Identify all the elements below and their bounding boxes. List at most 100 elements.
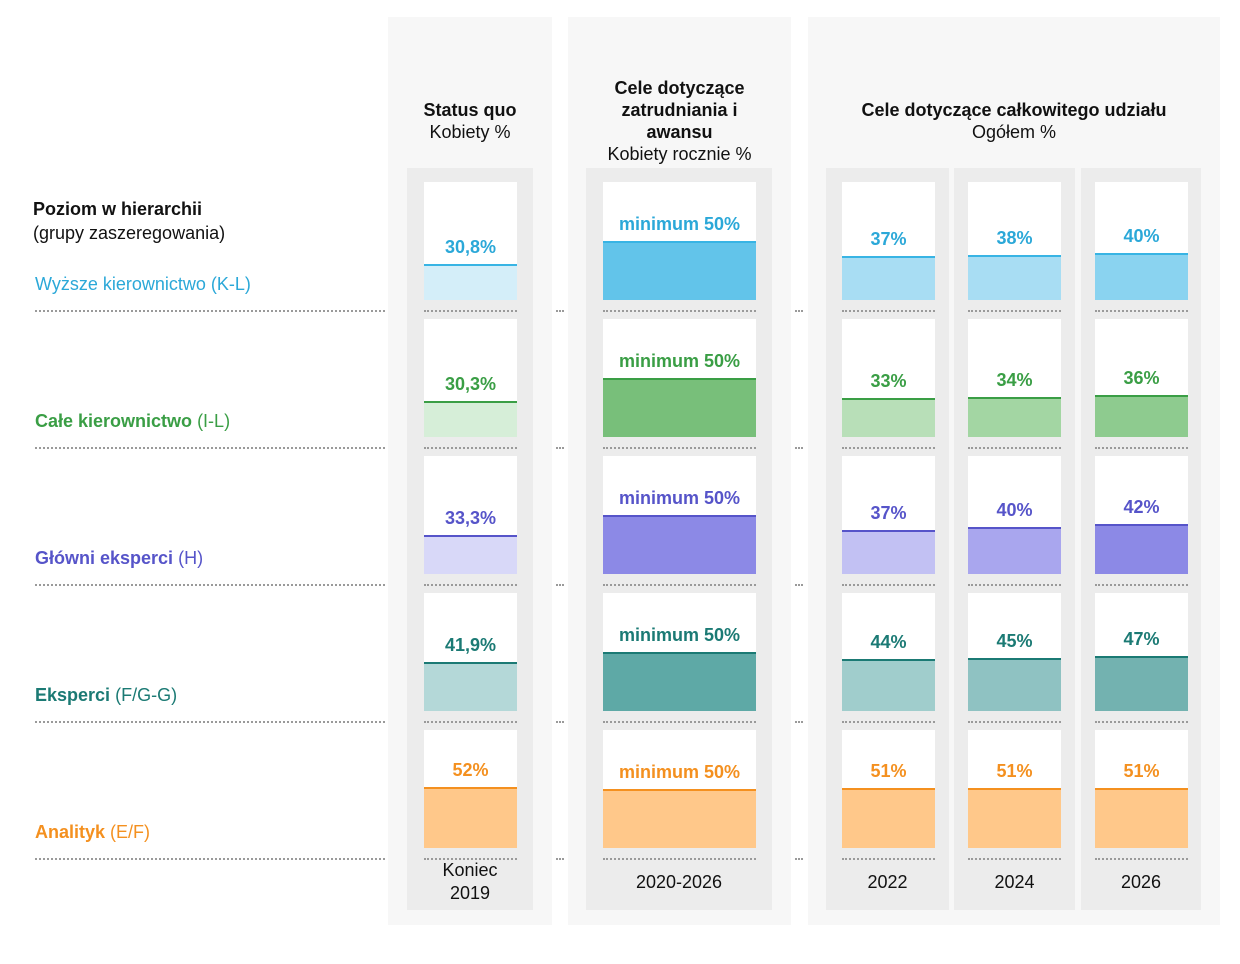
bar-line-2-0-3 (842, 659, 935, 661)
group-header-0: Status quo Kobiety % (388, 99, 552, 143)
bar-fill-1-0-3 (603, 652, 756, 711)
cell-2-0-0: 37% (842, 182, 935, 300)
value-label-0-0-0: 30,8% (444, 237, 497, 257)
cell-separator-2-0-1 (842, 447, 935, 449)
group-title-0: Status quo (423, 100, 517, 120)
value-label-1-0-2: minimum 50% (618, 488, 741, 508)
value-label-0-0-3: 41,9% (444, 635, 497, 655)
cell-1-0-2: minimum 50% (603, 456, 756, 574)
bar-line-2-0-0 (842, 256, 935, 258)
row-label-4: Analityk (E/F) (35, 822, 150, 843)
value-label-2-1-0: 38% (996, 228, 1033, 248)
row-separator-3 (35, 721, 385, 723)
value-label-2-2-0: 40% (1123, 226, 1160, 246)
row-separator-4 (35, 858, 385, 860)
row-separator-gap-b-0 (795, 310, 803, 312)
row-label-grades-2: (H) (178, 548, 204, 568)
bar-fill-2-0-2 (842, 530, 935, 574)
cell-2-2-3: 47% (1095, 593, 1188, 711)
row-header-title: Poziom w hierarchii (33, 199, 203, 219)
bar-line-1-0-0 (603, 241, 756, 243)
cell-separator-0-0-2 (424, 584, 517, 586)
column-label-2-1: 2024 (994, 872, 1035, 892)
cell-separator-2-1-0 (968, 310, 1061, 312)
row-label-name-3: Eksperci (35, 685, 111, 705)
bar-fill-2-2-0 (1095, 253, 1188, 300)
cell-2-2-1: 36% (1095, 319, 1188, 437)
group-header-2: Cele dotyczące całkowitego udziału Ogółem… (808, 99, 1220, 143)
column-label-1-0: 2020-2026 (635, 872, 723, 892)
row-separator-0 (35, 310, 385, 312)
cell-separator-2-2-4 (1095, 858, 1188, 860)
cell-separator-2-0-0 (842, 310, 935, 312)
bar-line-2-1-0 (968, 255, 1061, 257)
cell-2-2-2: 42% (1095, 456, 1188, 574)
cell-2-0-3: 44% (842, 593, 935, 711)
column-label-2-2: 2026 (1120, 872, 1162, 892)
cell-separator-1-0-2 (603, 584, 756, 586)
bar-line-1-0-4 (603, 789, 756, 791)
bar-fill-2-2-4 (1095, 788, 1188, 848)
value-label-2-0-2: 37% (870, 503, 907, 523)
bar-fill-2-2-1 (1095, 395, 1188, 437)
group-title-1: Cele dotyczące zatrudniania i awansu (614, 78, 745, 142)
cell-separator-1-0-1 (603, 447, 756, 449)
row-label-grades-1: (I-L) (197, 411, 231, 431)
cell-separator-0-0-1 (424, 447, 517, 449)
cell-separator-1-0-4 (603, 858, 756, 860)
row-separator-2 (35, 584, 385, 586)
cell-separator-0-0-4 (424, 858, 517, 860)
row-header-subtitle: (grupy zaszeregowania) (33, 223, 226, 243)
row-separator-gap-b-4 (795, 858, 803, 860)
cell-2-1-3: 45% (968, 593, 1061, 711)
cell-0-0-0: 30,8% (424, 182, 517, 300)
row-separator-gap-a-1 (556, 447, 564, 449)
bar-fill-2-2-2 (1095, 524, 1188, 574)
bar-fill-1-0-2 (603, 515, 756, 574)
bar-line-2-1-2 (968, 527, 1061, 529)
bar-line-0-0-4 (424, 787, 517, 789)
row-separator-1 (35, 447, 385, 449)
bar-line-1-0-3 (603, 652, 756, 654)
value-label-2-2-3: 47% (1123, 629, 1160, 649)
value-label-2-1-2: 40% (996, 500, 1033, 520)
row-label-2: Główni eksperci (H) (35, 548, 203, 569)
row-label-grades-4: (E/F) (110, 822, 151, 842)
cell-2-0-1: 33% (842, 319, 935, 437)
cell-2-2-4: 51% (1095, 730, 1188, 848)
row-label-name-0: Wyższe kierownictwo (35, 274, 206, 294)
value-label-2-2-2: 42% (1123, 497, 1160, 517)
bar-fill-2-1-2 (968, 527, 1061, 574)
bar-line-0-0-2 (424, 535, 517, 537)
row-label-0: Wyższe kierownictwo (K-L) (35, 274, 251, 295)
bar-fill-2-0-3 (842, 659, 935, 711)
cell-0-0-4: 52% (424, 730, 517, 848)
bar-line-2-2-3 (1095, 656, 1188, 658)
value-label-1-0-3: minimum 50% (618, 625, 741, 645)
row-header: Poziom w hierarchii (grupy zaszeregowani… (33, 197, 225, 245)
bar-fill-2-1-4 (968, 788, 1061, 848)
value-label-1-0-1: minimum 50% (618, 351, 741, 371)
group-subtitle-0: Kobiety % (429, 122, 511, 142)
group-subtitle-2: Ogółem % (971, 122, 1057, 142)
column-label-2-0: 2022 (867, 872, 908, 892)
cell-separator-1-0-0 (603, 310, 756, 312)
bar-line-2-1-1 (968, 397, 1061, 399)
row-separator-gap-b-1 (795, 447, 803, 449)
cell-separator-2-1-4 (968, 858, 1061, 860)
cell-2-2-0: 40% (1095, 182, 1188, 300)
bar-fill-2-1-3 (968, 658, 1061, 711)
bar-fill-2-0-4 (842, 788, 935, 848)
bar-fill-2-1-1 (968, 397, 1061, 437)
value-label-2-0-3: 44% (870, 632, 907, 652)
group-subtitle-1: Kobiety rocznie % (607, 144, 752, 164)
cell-1-0-0: minimum 50% (603, 182, 756, 300)
value-label-1-0-4: minimum 50% (618, 762, 741, 782)
bar-fill-1-0-4 (603, 789, 756, 848)
row-label-1: Całe kierownictwo (I-L) (35, 411, 230, 432)
row-separator-gap-a-2 (556, 584, 564, 586)
value-label-1-0-0: minimum 50% (618, 214, 741, 234)
bar-line-2-2-4 (1095, 788, 1188, 790)
cell-1-0-4: minimum 50% (603, 730, 756, 848)
row-label-grades-0: (K-L) (210, 274, 251, 294)
